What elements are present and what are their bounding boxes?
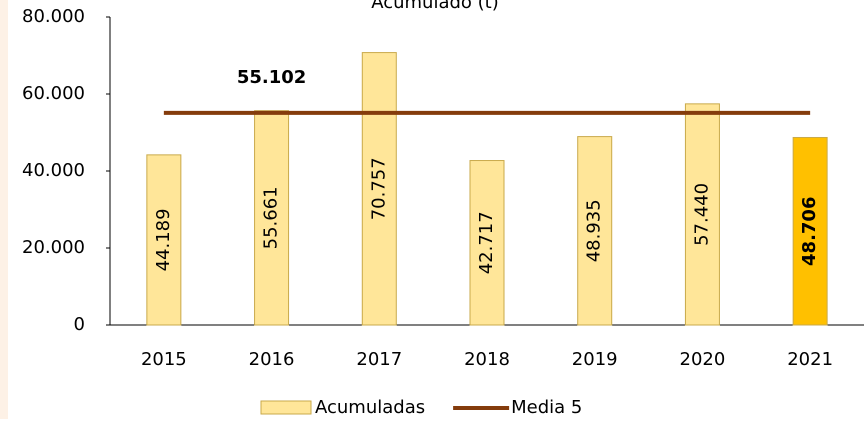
bar — [361, 52, 397, 326]
legend-label: Acumuladas — [315, 397, 425, 418]
bar-value-label: 55.661 — [261, 186, 282, 249]
x-tick-label: 2016 — [249, 349, 295, 370]
left-strip — [0, 0, 8, 419]
bar-value-label: 48.706 — [799, 197, 820, 266]
average-label: 55.102 — [237, 67, 306, 88]
y-tick-label: 40.000 — [22, 160, 85, 181]
x-tick-label: 2019 — [572, 349, 618, 370]
bar — [577, 136, 613, 326]
bar — [146, 154, 182, 326]
bar — [684, 103, 720, 326]
bar-value-label: 57.440 — [691, 183, 712, 246]
chart-title: Acumulado (t) — [371, 0, 499, 13]
y-tick-label: 0 — [74, 314, 85, 335]
bar — [469, 160, 505, 326]
bar-value-label: 48.935 — [584, 199, 605, 262]
x-tick-label: 2017 — [356, 349, 402, 370]
legend-label: Media 5 — [511, 397, 582, 418]
x-tick-label: 2021 — [787, 349, 833, 370]
x-tick-label: 2018 — [464, 349, 510, 370]
legend-swatch — [260, 400, 312, 415]
x-tick-label: 2015 — [141, 349, 187, 370]
bar-value-label: 42.717 — [476, 211, 497, 274]
y-tick-label: 80.000 — [22, 6, 85, 27]
x-tick-label: 2020 — [680, 349, 726, 370]
y-tick-label: 20.000 — [22, 237, 85, 258]
bar-value-label: 44.189 — [153, 208, 174, 271]
bar — [792, 136, 828, 326]
bar — [254, 110, 290, 326]
y-tick-label: 60.000 — [22, 83, 85, 104]
bar-value-label: 70.757 — [368, 157, 389, 220]
